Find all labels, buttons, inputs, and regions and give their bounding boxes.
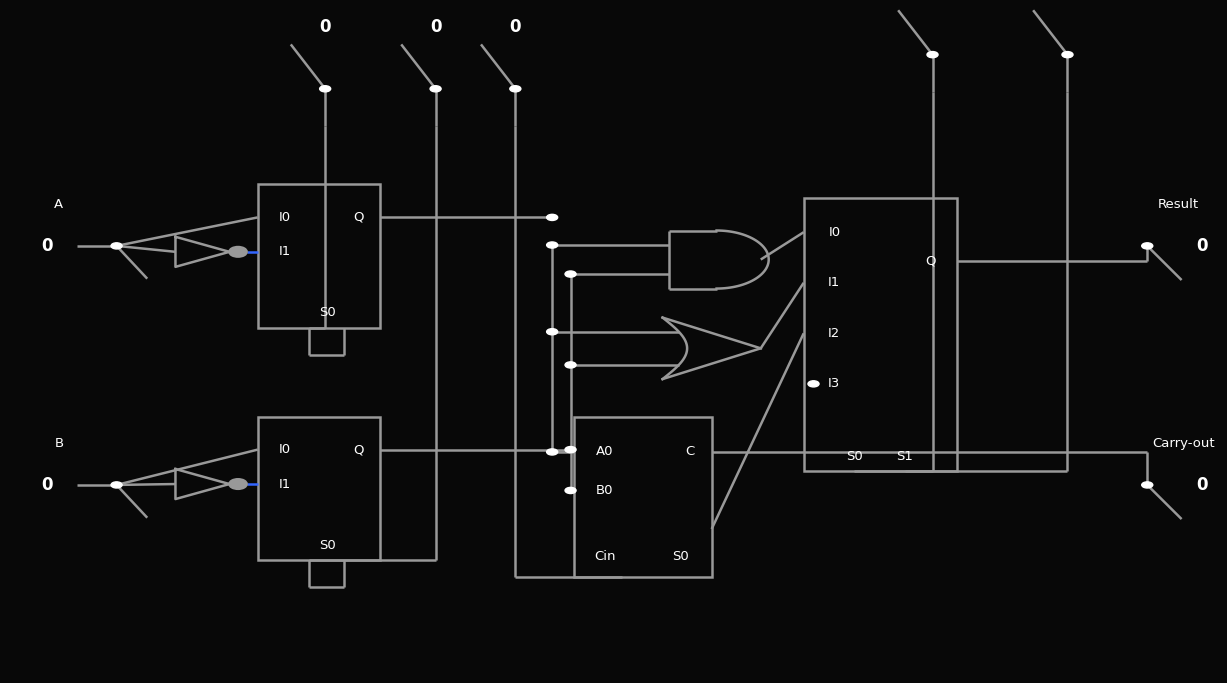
Circle shape: [547, 242, 557, 248]
Bar: [574, 417, 712, 577]
Text: Q: Q: [925, 254, 935, 268]
Circle shape: [547, 214, 557, 221]
Text: 0: 0: [319, 18, 331, 36]
Text: C: C: [685, 445, 694, 458]
Circle shape: [547, 329, 557, 335]
Circle shape: [429, 85, 442, 92]
Text: Cin: Cin: [594, 550, 616, 563]
Text: I2: I2: [828, 326, 840, 340]
Circle shape: [510, 85, 520, 92]
Text: I1: I1: [279, 245, 291, 258]
Text: I0: I0: [279, 443, 291, 456]
Circle shape: [547, 449, 557, 455]
Text: Q: Q: [353, 443, 363, 456]
Bar: [804, 198, 957, 471]
Text: Result: Result: [1157, 198, 1199, 212]
Text: A: A: [54, 198, 64, 212]
Text: S1: S1: [897, 449, 913, 463]
Circle shape: [1061, 52, 1072, 57]
Text: S0: S0: [319, 306, 336, 320]
Circle shape: [110, 242, 121, 249]
Text: 0: 0: [926, 0, 939, 2]
Text: Q: Q: [353, 211, 363, 224]
Circle shape: [1141, 482, 1153, 488]
Text: I0: I0: [828, 225, 840, 239]
Text: S0: S0: [672, 550, 690, 563]
Text: B0: B0: [596, 484, 614, 497]
Circle shape: [1141, 242, 1153, 249]
Text: 0: 0: [40, 476, 53, 494]
Text: 0: 0: [1196, 476, 1209, 494]
Text: 0: 0: [40, 237, 53, 255]
Text: I3: I3: [828, 377, 840, 391]
Circle shape: [229, 247, 247, 257]
Text: 0: 0: [1196, 237, 1209, 255]
Circle shape: [928, 52, 937, 57]
Circle shape: [566, 362, 577, 368]
Text: A0: A0: [596, 445, 614, 458]
Text: B: B: [54, 437, 64, 451]
Circle shape: [566, 271, 577, 277]
Circle shape: [319, 85, 331, 92]
Circle shape: [110, 482, 121, 488]
Circle shape: [809, 380, 820, 387]
Text: 0: 0: [509, 18, 521, 36]
Bar: [258, 417, 380, 560]
Text: I0: I0: [279, 211, 291, 224]
Circle shape: [229, 479, 247, 489]
Circle shape: [566, 488, 577, 494]
Circle shape: [566, 447, 577, 453]
Text: S0: S0: [319, 538, 336, 552]
Text: S0: S0: [845, 449, 863, 463]
Text: Carry-out: Carry-out: [1152, 437, 1216, 451]
Text: 0: 0: [429, 18, 442, 36]
Bar: [258, 184, 380, 328]
Text: 0: 0: [1061, 0, 1074, 2]
Text: I1: I1: [828, 276, 840, 290]
Text: I1: I1: [279, 477, 291, 490]
